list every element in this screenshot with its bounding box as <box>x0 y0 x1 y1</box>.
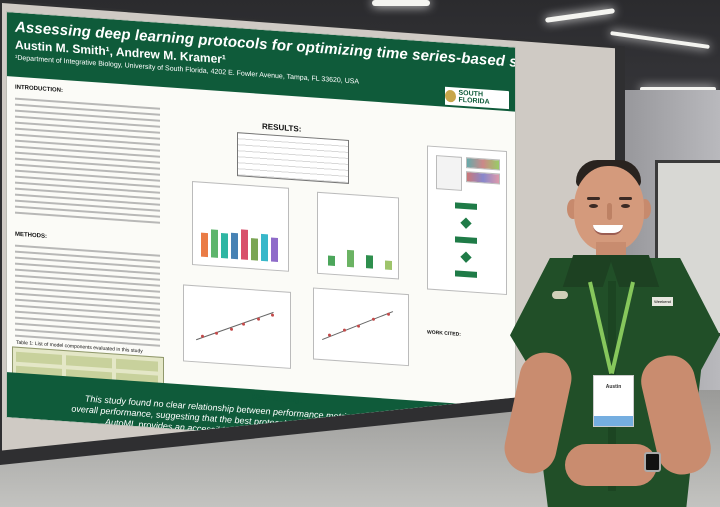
scatter-point <box>271 313 274 317</box>
chart-box <box>385 260 392 270</box>
heatmap-thumbnail <box>466 157 500 171</box>
workflow-decision <box>460 217 472 229</box>
badge-name: Austin <box>605 384 622 390</box>
poster-board: Assessing deep learning protocols for op… <box>2 3 615 451</box>
table-cell <box>116 358 158 372</box>
scatter-point <box>343 328 346 332</box>
scatter-plot-left <box>183 284 291 369</box>
workflow-decision <box>460 251 472 263</box>
methods-heading: METHODS: <box>15 231 47 240</box>
introduction-text-block <box>15 94 160 228</box>
presenter-eye <box>589 204 598 208</box>
workflow-box <box>455 202 477 210</box>
presenter-nose <box>607 203 612 220</box>
logo-text: SOUTH FLORIDA <box>458 89 490 106</box>
scatter-point <box>372 317 375 321</box>
scatter-plot-right <box>313 287 409 367</box>
workflow-box <box>455 270 477 278</box>
scatter-point <box>215 331 218 335</box>
table-cell <box>16 351 62 365</box>
map-thumbnail <box>436 155 462 191</box>
chart-bar <box>241 229 248 260</box>
watch-icon <box>644 452 661 472</box>
scatter-point <box>257 317 260 321</box>
ceiling-light <box>544 8 616 23</box>
introduction-heading: INTRODUCTION: <box>15 84 63 94</box>
scatter-point <box>328 333 331 337</box>
scatter-point <box>201 334 204 338</box>
usf-bull-icon <box>445 89 456 103</box>
results-heading: RESULTS: <box>262 121 302 134</box>
chart-bar <box>261 233 268 262</box>
conference-badge: Austin <box>593 375 634 427</box>
presenter-eye <box>621 204 630 208</box>
presenter-eyebrow <box>619 197 632 200</box>
workflow-box <box>455 236 477 244</box>
chart-bar <box>211 229 218 258</box>
ceiling-light <box>610 31 710 49</box>
ceiling-light <box>640 87 716 91</box>
chart-bar <box>271 237 278 263</box>
shirt-emblem <box>552 291 568 299</box>
clasped-hands <box>565 444 657 486</box>
scatter-point <box>230 327 233 331</box>
chart-bar <box>231 232 238 260</box>
badge-color-strip <box>594 416 633 426</box>
scatter-point <box>242 322 245 326</box>
scatter-point <box>357 324 360 328</box>
box-plot-panel <box>317 191 399 280</box>
heatmap-thumbnail <box>466 171 500 185</box>
table-cell <box>66 355 112 369</box>
chart-box <box>328 255 335 267</box>
poster-body: INTRODUCTION: METHODS: RESULTS: <box>7 76 515 451</box>
summary-table <box>237 132 349 184</box>
presenter-smile <box>593 225 623 235</box>
chart-box <box>366 255 373 269</box>
research-poster: Assessing deep learning protocols for op… <box>6 11 516 451</box>
presenter: Weekend Austin <box>499 160 720 507</box>
chart-bar <box>221 233 228 259</box>
bar-chart-panel <box>192 181 289 272</box>
works-cited-heading: WORK CITED: <box>427 329 461 338</box>
workflow-panel <box>427 145 507 296</box>
main-finding-heading: Main finding: <box>252 392 302 405</box>
trend-line <box>196 311 274 341</box>
methods-text-block <box>15 241 160 351</box>
usf-logo: SOUTH FLORIDA <box>445 86 509 110</box>
chart-bar <box>251 238 258 261</box>
chart-bar <box>201 232 208 258</box>
ceiling-light <box>372 0 430 6</box>
shirt-name-patch: Weekend <box>652 297 673 306</box>
presenter-eyebrow <box>587 197 600 200</box>
chart-box <box>347 249 354 268</box>
scatter-point <box>387 312 390 316</box>
